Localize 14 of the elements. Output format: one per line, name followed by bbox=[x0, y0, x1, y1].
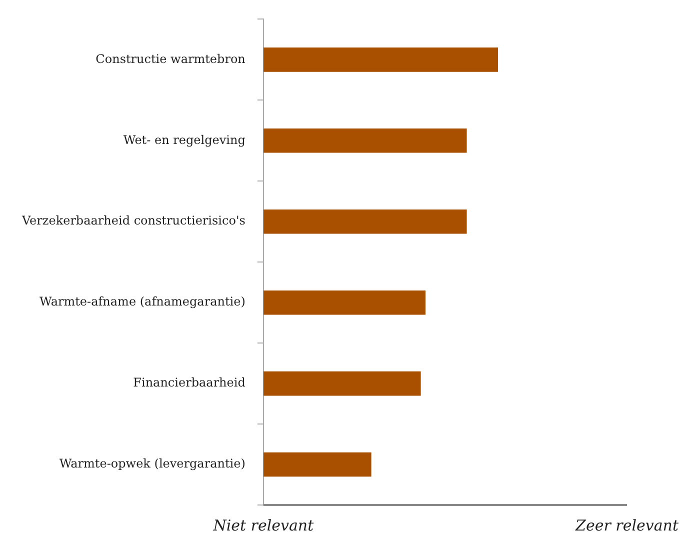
y-tick-label: Warmte-opwek (levergarantie) bbox=[59, 456, 246, 471]
y-tick-label: Financierbaarheid bbox=[133, 376, 246, 390]
bar bbox=[263, 290, 426, 315]
y-tick-label: Verzekerbaarheid constructierisico's bbox=[20, 214, 246, 228]
bar bbox=[263, 48, 498, 72]
y-tick-label: Constructie warmtebron bbox=[96, 52, 246, 66]
text: Niet relevant bbox=[212, 516, 315, 534]
bar bbox=[263, 371, 421, 396]
y-tick-label: Warmte-afname (afnamegarantie) bbox=[40, 294, 246, 309]
bar bbox=[263, 209, 467, 234]
bar bbox=[263, 452, 372, 477]
bar bbox=[263, 128, 467, 153]
y-tick-label: Wet- en regelgeving bbox=[123, 132, 246, 147]
text: Zeer relevant bbox=[574, 516, 680, 534]
